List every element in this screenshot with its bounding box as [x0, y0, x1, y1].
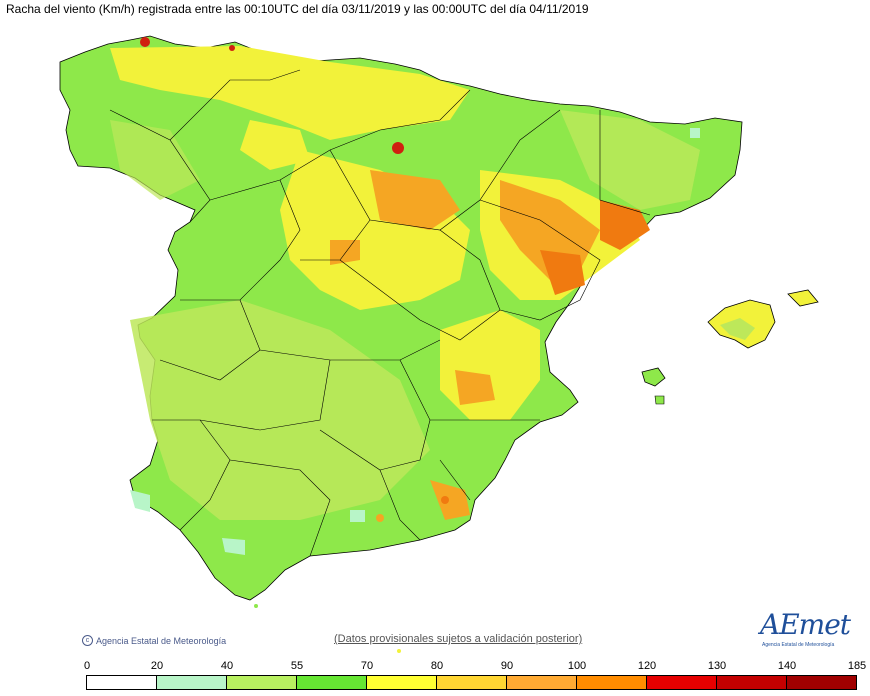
legend-tick-label: 20 — [150, 660, 164, 672]
legend-swatch — [437, 676, 507, 689]
legend-swatch — [577, 676, 647, 689]
legend-swatch — [297, 676, 367, 689]
legend-swatch — [87, 676, 157, 689]
agency-credit: c Agencia Estatal de Meteorología — [82, 635, 226, 646]
legend-tick-label: 130 — [707, 660, 727, 672]
legend-tick-label: 70 — [360, 660, 374, 672]
legend-swatch — [787, 676, 856, 689]
legend-swatch — [157, 676, 227, 689]
copyright-icon: c — [82, 635, 93, 646]
legend-tick-label: 120 — [637, 660, 657, 672]
mainland-spain — [59, 35, 743, 601]
logo-subtitle: Agencia Estatal de Meteorología — [762, 642, 835, 648]
legend-tick-label: 0 — [83, 660, 91, 672]
legend-tick-label: 80 — [430, 660, 444, 672]
legend-swatch — [647, 676, 717, 689]
legend-tick-label: 55 — [290, 660, 304, 672]
balearic-islands — [641, 289, 819, 405]
province-borders — [109, 69, 651, 557]
disclaimer: (Datos provisionales sujetos a validació… — [334, 633, 583, 645]
islet-dot — [397, 649, 401, 653]
legend-tick-label: 90 — [500, 660, 514, 672]
legend-swatch — [717, 676, 787, 689]
logo-text: AEmet — [760, 608, 851, 641]
legend-tick-label: 140 — [777, 660, 797, 672]
legend-tick-label: 100 — [567, 660, 587, 672]
map-title: Racha del viento (Km/h) registrada entre… — [6, 2, 589, 16]
legend-swatch — [367, 676, 437, 689]
legend-swatch — [227, 676, 297, 689]
color-legend — [86, 675, 857, 690]
islet-dot — [254, 604, 258, 608]
agency-name: Agencia Estatal de Meteorología — [96, 635, 227, 646]
legend-tick-label: 40 — [220, 660, 234, 672]
aemet-logo: AEmet Agencia Estatal de Meteorología — [760, 608, 851, 652]
legend-swatch — [507, 676, 577, 689]
legend-tick-label: 185 — [847, 660, 867, 672]
